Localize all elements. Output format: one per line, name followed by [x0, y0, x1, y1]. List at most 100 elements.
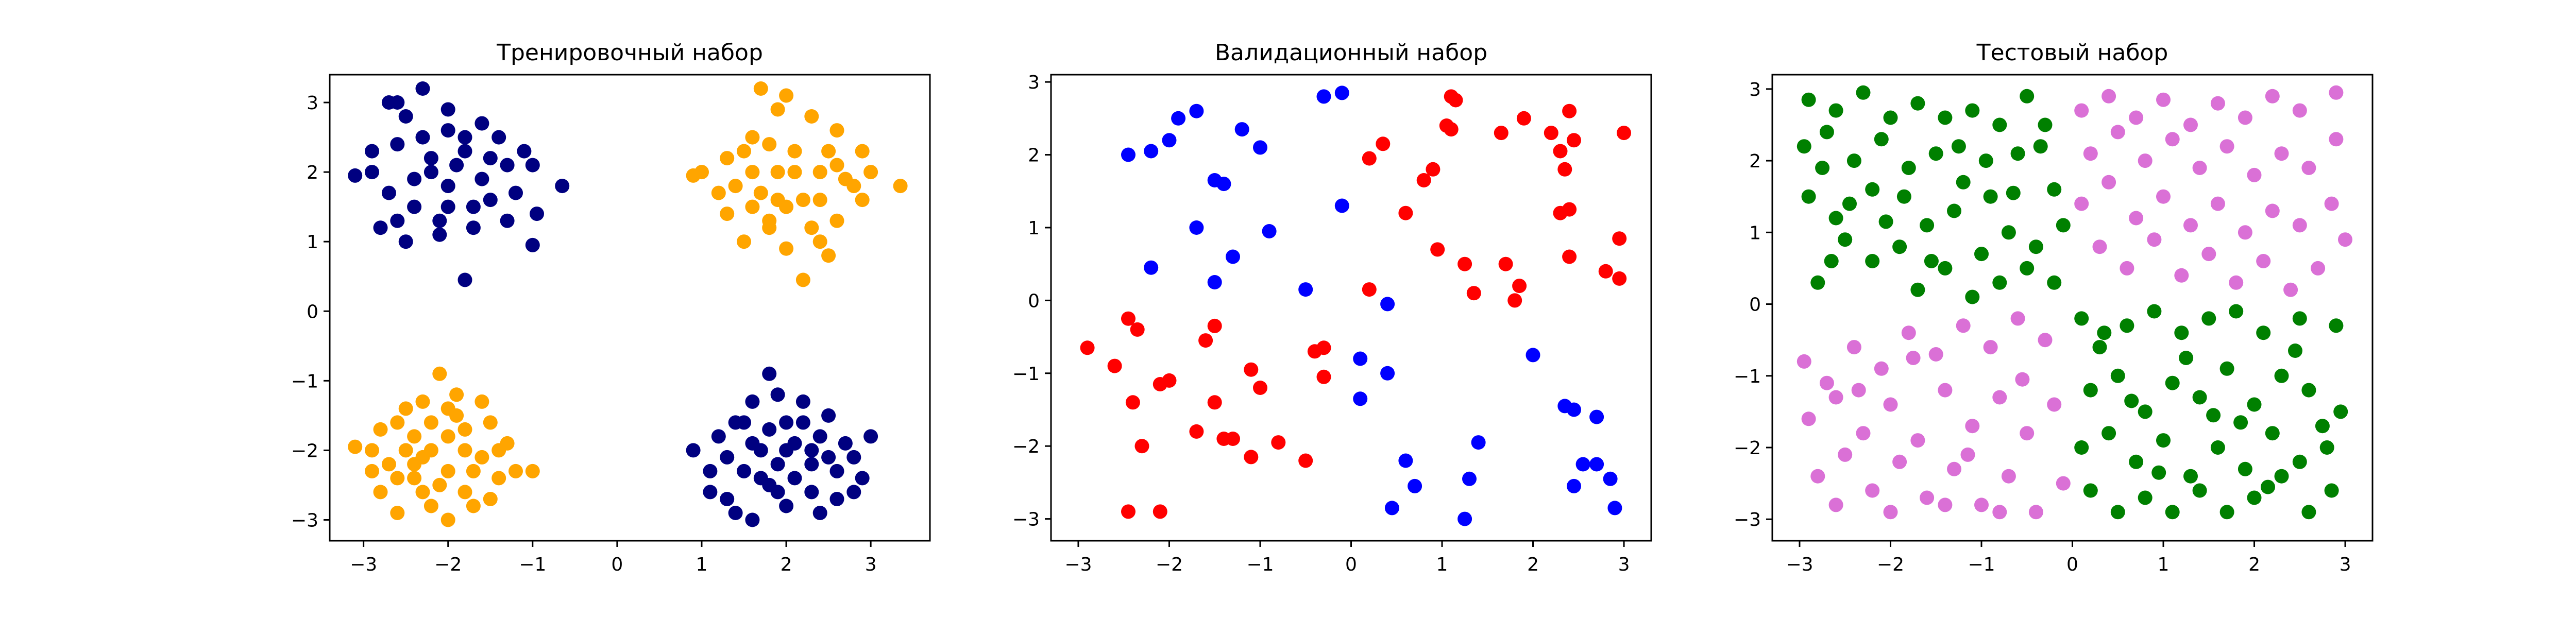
scatter-point	[2192, 161, 2207, 175]
y-tick-label: −1	[291, 371, 318, 392]
scatter-point	[2001, 225, 2016, 240]
scatter-point	[804, 485, 819, 500]
scatter-point	[2147, 304, 2162, 319]
scatter-point	[2015, 372, 2030, 387]
scatter-point	[821, 450, 836, 465]
scatter-point	[348, 168, 363, 183]
scatter-point	[440, 401, 455, 416]
scatter-point	[1408, 478, 1422, 493]
scatter-point	[2274, 469, 2289, 484]
scatter-point	[2165, 132, 2180, 147]
scatter-point	[720, 492, 735, 506]
scatter-point	[787, 471, 802, 486]
scatter-point	[1226, 432, 1240, 446]
scatter-point	[2074, 196, 2089, 211]
scatter-point	[1928, 146, 1943, 161]
scatter-point	[1298, 282, 1313, 297]
scatter-point	[1498, 256, 1513, 271]
scatter-point	[2156, 189, 2171, 204]
scatter-point	[2292, 103, 2307, 118]
x-tick-label: 3	[865, 554, 877, 575]
scatter-point	[2092, 340, 2107, 355]
scatter-point	[432, 227, 447, 242]
scatter-point	[517, 144, 532, 159]
scatter-point	[1244, 362, 1259, 377]
scatter-point	[440, 464, 455, 478]
scatter-point	[390, 506, 405, 520]
scatter-point	[2183, 469, 2198, 484]
x-tick-label: 2	[2248, 554, 2260, 575]
scatter-point	[474, 116, 489, 131]
scatter-point	[390, 213, 405, 228]
scatter-point	[1589, 409, 1604, 424]
scatter-point	[804, 457, 819, 472]
scatter-point	[1512, 279, 1527, 294]
scatter-point	[2238, 461, 2252, 476]
scatter-point	[415, 81, 430, 96]
scatter-point	[2292, 454, 2307, 469]
scatter-point	[779, 499, 794, 513]
scatter-point	[762, 366, 777, 381]
scatter-point	[1828, 211, 1843, 226]
scatter-point	[423, 165, 438, 180]
scatter-point	[2229, 275, 2244, 290]
scatter-point	[2201, 311, 2216, 326]
scatter-point	[795, 415, 810, 430]
scatter-point	[1892, 454, 1907, 469]
scatter-point	[483, 492, 498, 506]
scatter-point	[474, 171, 489, 186]
scatter-point	[373, 485, 388, 500]
scatter-point	[2102, 175, 2116, 190]
scatter-point	[2174, 268, 2189, 283]
scatter-point	[1171, 111, 1186, 126]
scatter-point	[1810, 469, 1825, 484]
scatter-point	[2047, 275, 2062, 290]
scatter-point	[753, 81, 768, 96]
scatter-point	[1617, 126, 1631, 141]
x-tick-label: 0	[611, 554, 623, 575]
scatter-point	[2338, 232, 2352, 247]
scatter-point	[457, 272, 472, 287]
scatter-point	[2238, 225, 2252, 240]
scatter-point	[407, 471, 422, 486]
scatter-point	[1865, 483, 1880, 498]
scatter-point	[1815, 161, 1830, 175]
scatter-point	[711, 185, 726, 200]
scatter-point	[1207, 395, 1222, 410]
scatter-point	[1416, 173, 1431, 187]
scatter-point	[500, 158, 515, 173]
axes-1: −3 −2 −1 0 1 2 3 −3 −2 −1 0 1 2 3 Тренировочный набор	[291, 40, 931, 575]
scatter-point	[390, 95, 405, 110]
scatter-point	[863, 165, 878, 180]
scatter-point	[1153, 504, 1167, 519]
y-tick-label: 2	[307, 162, 318, 183]
scatter-point	[2292, 218, 2307, 233]
scatter-point	[1316, 369, 1331, 384]
scatter-point	[1838, 447, 1853, 462]
scatter-point	[2247, 397, 2262, 412]
scatter-point	[1553, 144, 1568, 159]
scatter-point	[2102, 89, 2116, 104]
scatter-point	[829, 158, 844, 173]
scatter-point	[745, 199, 760, 214]
scatter-point	[1207, 275, 1222, 289]
scatter-point	[1892, 239, 1907, 254]
scatter-point	[737, 464, 751, 478]
scatter-point	[1801, 92, 1816, 107]
scatter-point	[1334, 198, 1349, 213]
scatter-point	[1144, 260, 1159, 275]
scatter-point	[2028, 239, 2043, 254]
scatter-point	[500, 436, 515, 451]
scatter-point	[2206, 408, 2221, 423]
scatter-point	[398, 234, 413, 249]
scatter-point	[1316, 89, 1331, 104]
scatter-point	[2183, 218, 2198, 233]
scatter-point	[1384, 501, 1399, 516]
scatter-point	[2020, 261, 2035, 276]
scatter-point	[2229, 304, 2244, 319]
scatter-point	[407, 199, 422, 214]
scatter-point	[1924, 254, 1939, 268]
scatter-point	[745, 394, 760, 409]
scatter-point	[2256, 254, 2271, 268]
scatter-point	[525, 237, 540, 252]
